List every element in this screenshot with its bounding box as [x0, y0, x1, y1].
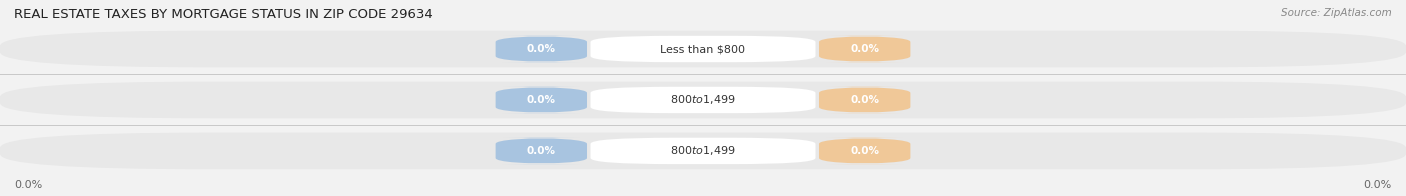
Text: Source: ZipAtlas.com: Source: ZipAtlas.com [1281, 8, 1392, 18]
FancyBboxPatch shape [496, 87, 588, 113]
FancyBboxPatch shape [496, 36, 588, 62]
Text: 0.0%: 0.0% [1364, 180, 1392, 190]
FancyBboxPatch shape [591, 138, 815, 164]
Text: 0.0%: 0.0% [14, 180, 42, 190]
Text: Less than $800: Less than $800 [661, 44, 745, 54]
FancyBboxPatch shape [0, 132, 1406, 169]
FancyBboxPatch shape [818, 87, 911, 113]
Text: 0.0%: 0.0% [527, 95, 555, 105]
FancyBboxPatch shape [591, 36, 815, 62]
Text: 0.0%: 0.0% [851, 146, 879, 156]
Text: $800 to $1,499: $800 to $1,499 [671, 93, 735, 106]
Text: 0.0%: 0.0% [851, 95, 879, 105]
FancyBboxPatch shape [818, 36, 911, 62]
Text: 0.0%: 0.0% [527, 146, 555, 156]
Text: $800 to $1,499: $800 to $1,499 [671, 144, 735, 157]
Text: 0.0%: 0.0% [527, 44, 555, 54]
FancyBboxPatch shape [0, 82, 1406, 118]
Text: 0.0%: 0.0% [851, 44, 879, 54]
FancyBboxPatch shape [818, 138, 911, 164]
FancyBboxPatch shape [591, 87, 815, 113]
FancyBboxPatch shape [0, 31, 1406, 67]
FancyBboxPatch shape [496, 138, 588, 164]
Text: REAL ESTATE TAXES BY MORTGAGE STATUS IN ZIP CODE 29634: REAL ESTATE TAXES BY MORTGAGE STATUS IN … [14, 8, 433, 21]
